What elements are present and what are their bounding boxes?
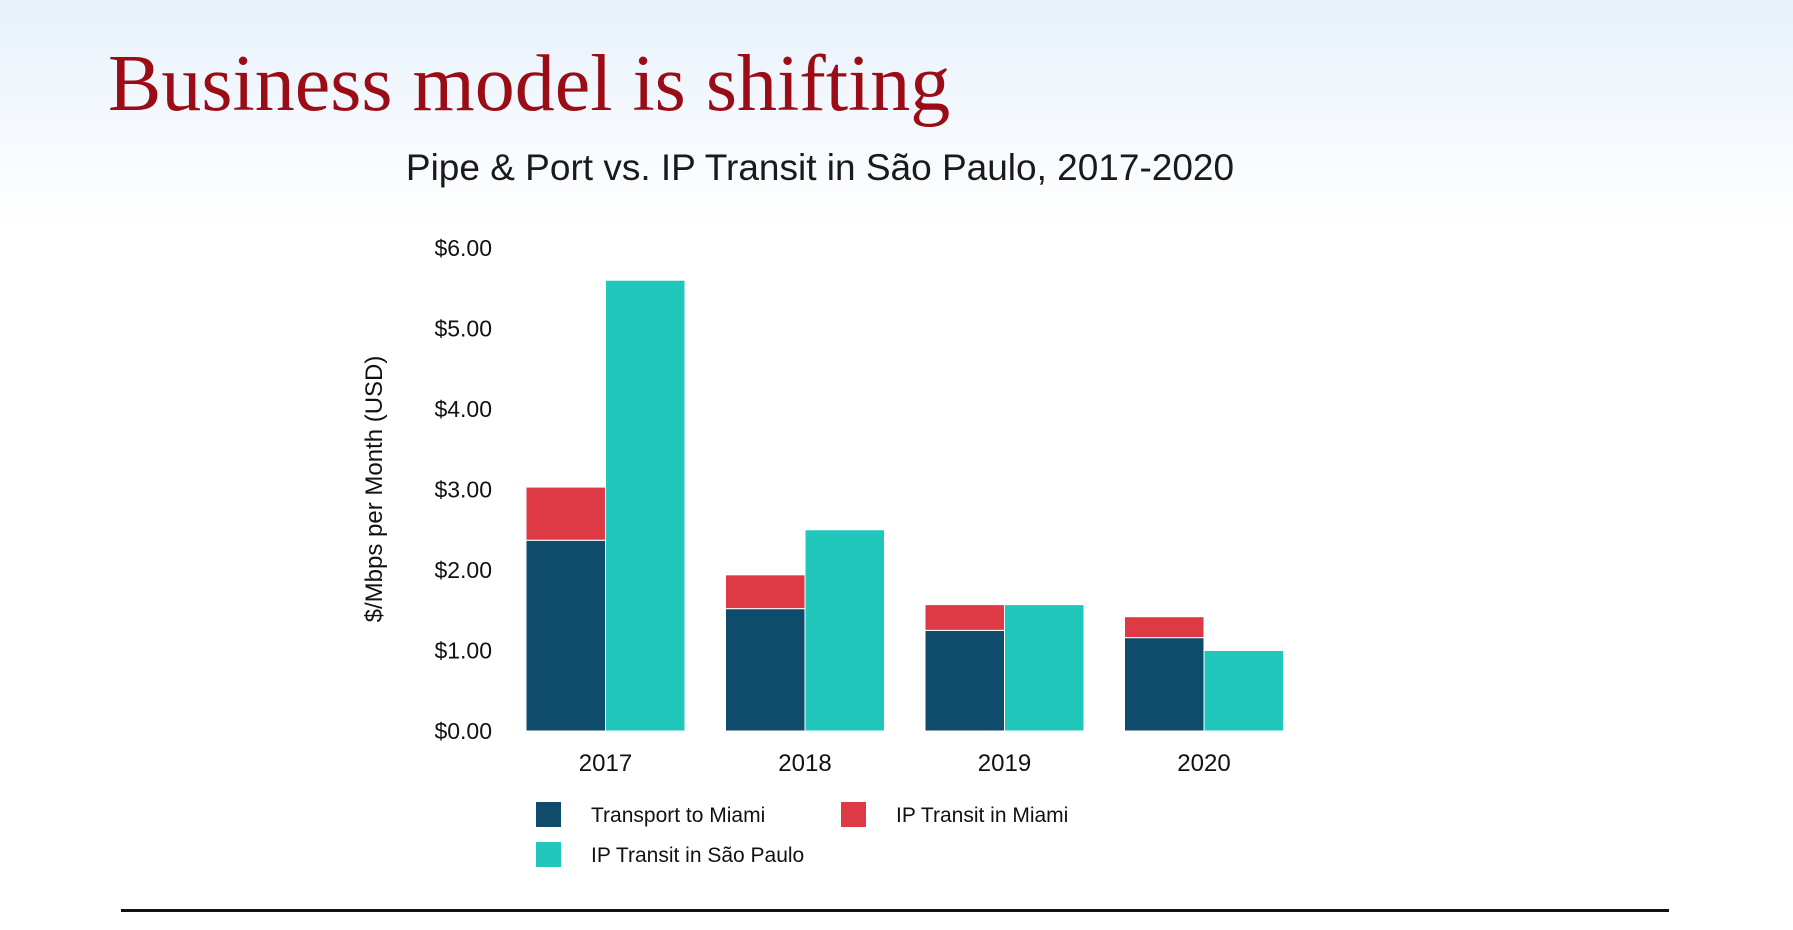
legend: Transport to Miami IP Transit in Miami IP … bbox=[536, 802, 1068, 867]
y-tick-label: $4.00 bbox=[434, 396, 492, 422]
x-tick-label: 2019 bbox=[978, 750, 1031, 777]
y-axis-label: $/Mbps per Month (USD) bbox=[361, 356, 388, 623]
legend-swatch bbox=[536, 802, 561, 827]
bar-segment bbox=[725, 574, 806, 610]
y-tick-label: $0.00 bbox=[434, 718, 492, 744]
bar-segment bbox=[525, 486, 606, 541]
legend-swatch bbox=[536, 842, 561, 867]
x-axis-ticks: 2017 2018 2019 2020 bbox=[579, 750, 1231, 777]
slide-title: Business model is shifting bbox=[108, 40, 951, 128]
legend-item: Transport to Miami bbox=[536, 802, 765, 827]
bars bbox=[525, 279, 1284, 732]
footer-divider bbox=[121, 909, 1669, 912]
bar-segment bbox=[924, 604, 1005, 631]
bar-segment bbox=[525, 539, 606, 732]
legend-label: Transport to Miami bbox=[591, 804, 765, 827]
y-tick-label: $5.00 bbox=[434, 316, 492, 342]
bar-segment bbox=[1124, 616, 1205, 639]
bar-segment bbox=[1004, 604, 1085, 732]
y-tick-label: $1.00 bbox=[434, 638, 492, 664]
y-tick-label: $6.00 bbox=[434, 235, 492, 261]
legend-item: IP Transit in São Paulo bbox=[536, 842, 804, 867]
bar-segment bbox=[725, 608, 806, 732]
legend-item: IP Transit in Miami bbox=[841, 802, 1068, 827]
legend-swatch bbox=[841, 802, 866, 827]
legend-label: IP Transit in Miami bbox=[896, 804, 1068, 827]
bar-segment bbox=[804, 529, 885, 732]
y-tick-label: $2.00 bbox=[434, 557, 492, 583]
y-tick-label: $3.00 bbox=[434, 477, 492, 503]
bar-segment bbox=[1203, 650, 1284, 732]
x-tick-label: 2020 bbox=[1177, 750, 1230, 777]
legend-label: IP Transit in São Paulo bbox=[591, 844, 804, 867]
chart-title: Pipe & Port vs. IP Transit in São Paulo,… bbox=[406, 147, 1234, 188]
x-tick-label: 2017 bbox=[579, 750, 632, 777]
bar-segment bbox=[605, 279, 686, 732]
bar-segment bbox=[1124, 637, 1205, 732]
bar-segment bbox=[924, 629, 1005, 732]
y-axis-ticks: $0.00 $1.00 $2.00 $3.00 $4.00 $5.00 $6.00 bbox=[434, 235, 492, 744]
x-tick-label: 2018 bbox=[778, 750, 831, 777]
